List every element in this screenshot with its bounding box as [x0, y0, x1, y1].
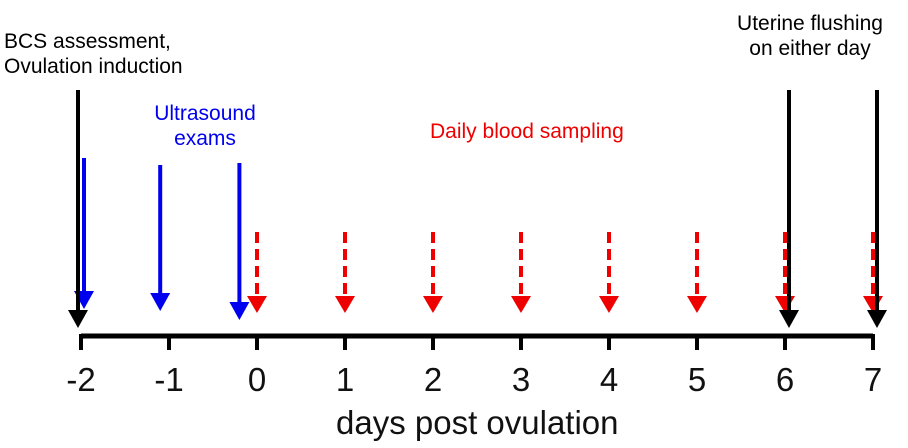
x-tick-label-0: 0: [248, 361, 266, 398]
blood-sampling-arrow: [863, 232, 883, 313]
x-tick-label--2: -2: [66, 361, 95, 398]
blood-sampling-arrow-head: [599, 296, 619, 313]
blood-sampling-label: Daily blood sampling: [430, 120, 624, 143]
ultrasound-arrow-head: [229, 302, 250, 320]
bcs-arrow: [68, 90, 88, 328]
blood-sampling-arrow: [247, 232, 267, 313]
blood-sampling-arrow: [775, 232, 795, 313]
x-tick-label--1: -1: [154, 361, 183, 398]
uterine-flushing-label: Uterine flushing on either day: [720, 12, 900, 62]
x-tick-label-2: 2: [424, 361, 442, 398]
flushing-label-line2: on either day: [749, 36, 871, 60]
x-tick-label-3: 3: [512, 361, 530, 398]
ultrasound-arrow-head: [150, 293, 171, 311]
ultrasound-arrow: [150, 165, 171, 311]
bcs-assessment-label: BCS assessment, Ovulation induction: [4, 30, 183, 80]
blood-sampling-arrow-head: [511, 296, 531, 313]
bcs-arrow-head: [68, 310, 88, 328]
uterine-flushing-arrow: [867, 90, 887, 328]
x-axis-title: days post ovulation: [336, 404, 619, 441]
uterine-flushing-arrow-head: [867, 310, 887, 328]
x-tick-label-6: 6: [776, 361, 794, 398]
x-tick-label-5: 5: [688, 361, 706, 398]
ultrasound-arrow: [229, 163, 250, 320]
uterine-flushing-arrow-head: [779, 310, 799, 328]
blood-sampling-arrow: [423, 232, 443, 313]
blood-sampling-arrow: [335, 232, 355, 313]
blood-sampling-arrow: [687, 232, 707, 313]
bcs-label-line1: BCS assessment,: [4, 30, 171, 53]
flushing-label-line1: Uterine flushing: [737, 12, 883, 35]
blood-sampling-arrow: [511, 232, 531, 313]
x-tick-label-1: 1: [336, 361, 354, 398]
ultrasound-label: Ultrasound exams: [135, 102, 275, 152]
blood-sampling-arrow-head: [423, 296, 443, 313]
blood-sampling-arrow: [599, 232, 619, 313]
x-tick-label-4: 4: [600, 361, 618, 398]
blood-sampling-arrow-head: [335, 296, 355, 313]
bcs-label-line2: Ovulation induction: [4, 54, 183, 78]
blood-sampling-arrow-head: [687, 296, 707, 313]
ultrasound-label-line1: Ultrasound: [154, 102, 256, 125]
x-tick-label-7: 7: [864, 361, 882, 398]
uterine-flushing-arrow: [779, 90, 799, 328]
blood-sampling-arrow-head: [247, 296, 267, 313]
ultrasound-label-line2: exams: [174, 126, 236, 150]
